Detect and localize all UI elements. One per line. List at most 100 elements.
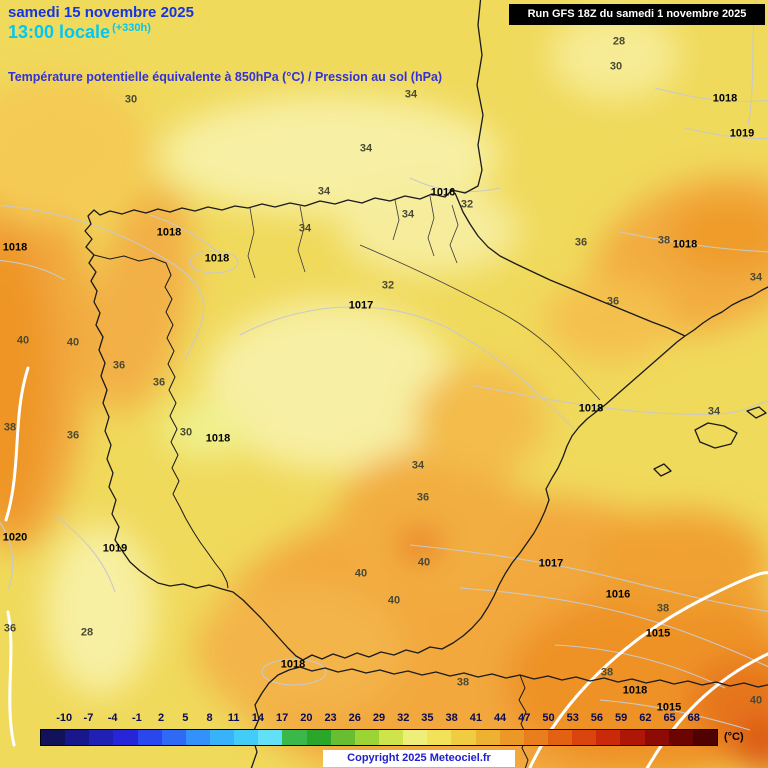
pressure-label: 1016 — [605, 588, 631, 601]
pressure-label: 1020 — [2, 531, 28, 544]
portugal-border — [93, 254, 229, 589]
temperature-label: 34 — [401, 208, 415, 221]
scale-tick: 53 — [566, 712, 579, 724]
pressure-label: 1018 — [712, 92, 738, 105]
africa-coast — [250, 666, 768, 768]
scale-segment — [234, 730, 259, 745]
pressure-label: 1018 — [205, 432, 231, 445]
scale-tick: 38 — [445, 712, 458, 724]
scale-segment — [644, 730, 669, 745]
scale-tick: 29 — [372, 712, 386, 724]
pressure-label: 1018 — [578, 402, 604, 415]
pressure-label: 1018 — [204, 252, 230, 265]
temperature-label: 34 — [298, 222, 312, 235]
temperature-label: 36 — [66, 429, 80, 442]
isobar-lines — [0, 0, 768, 731]
scale-tick: 44 — [493, 712, 507, 724]
scale-tick: 35 — [421, 712, 434, 724]
scale-segment — [41, 730, 66, 745]
scale-segment — [475, 730, 500, 745]
pressure-label: 1018 — [280, 658, 306, 671]
temperature-label: 38 — [657, 234, 671, 247]
white-isolines — [4, 366, 768, 768]
temperature-label: 30 — [609, 60, 623, 73]
pressure-label: 1018 — [156, 226, 182, 239]
scale-segment — [185, 730, 210, 745]
scale-segment — [523, 730, 548, 745]
pressure-label: 1018 — [622, 684, 648, 697]
scale-unit-label: (°C) — [724, 731, 744, 743]
pyrenees-border — [454, 192, 686, 337]
color-scale-bar — [40, 729, 718, 746]
temperature-label: 34 — [707, 405, 721, 418]
time-text: 13:00 locale (+330h) — [8, 22, 151, 43]
temperature-label: 40 — [354, 567, 368, 580]
temperature-field — [0, 10, 768, 768]
regional-borders — [247, 195, 601, 401]
scale-segment — [499, 730, 524, 745]
temperature-label: 36 — [152, 376, 166, 389]
pressure-label: 1018 — [672, 238, 698, 251]
scale-tick-row: -10 -7 -4 -1 2 5 8 11 14 17 20 23 26 29 32 35 38 41 44 47 50… — [0, 711, 768, 725]
temperature-label: 38 — [3, 421, 17, 434]
temperature-label: 36 — [112, 359, 126, 372]
temperature-label: 36 — [416, 491, 430, 504]
scale-tick: 23 — [324, 712, 337, 724]
map-title: Température potentielle équivalente à 85… — [8, 70, 443, 84]
africa-border — [518, 674, 529, 768]
temperature-label: 40 — [387, 594, 401, 607]
scale-tick: 62 — [639, 712, 652, 724]
pressure-label: 1019 — [102, 542, 128, 555]
forecast-offset-text: (+330h) — [112, 22, 151, 34]
temperature-label: 38 — [600, 666, 614, 679]
scale-tick: 14 — [251, 712, 265, 724]
menorca — [746, 406, 767, 419]
scale-segment — [451, 730, 476, 745]
scale-tick: -7 — [83, 712, 94, 724]
scale-segment — [547, 730, 573, 745]
temperature-label: 34 — [317, 185, 331, 198]
scale-tick: 2 — [158, 712, 165, 724]
temperature-label: 28 — [612, 35, 626, 48]
scale-segment — [620, 730, 645, 745]
scale-segment — [427, 730, 452, 745]
date-text: samedi 15 novembre 2025 — [8, 4, 194, 21]
scale-tick: -4 — [107, 712, 118, 724]
pressure-label: 1017 — [348, 299, 374, 312]
scale-tick: 26 — [348, 712, 361, 724]
temperature-label: 34 — [749, 271, 763, 284]
scale-segment — [572, 730, 597, 745]
temperature-label: 40 — [66, 336, 80, 349]
scale-tick: 20 — [300, 712, 313, 724]
scale-tick: 56 — [590, 712, 604, 724]
pressure-label: 1015 — [656, 701, 682, 714]
temperature-label: 38 — [656, 602, 670, 615]
scale-segment — [137, 730, 162, 745]
temperature-label: 30 — [179, 426, 193, 439]
scale-tick: 68 — [687, 712, 700, 724]
scale-tick: 5 — [182, 712, 189, 724]
temperature-label: 34 — [411, 459, 425, 472]
scale-tick: 11 — [227, 712, 240, 724]
temperature-label: 34 — [404, 88, 418, 101]
pressure-label: 1019 — [729, 127, 755, 140]
scale-tick: 32 — [397, 712, 410, 724]
scale-segment — [330, 730, 355, 745]
temperature-label: 34 — [359, 142, 373, 155]
scale-tick: -10 — [56, 712, 73, 724]
temperature-label: 36 — [3, 622, 17, 635]
temperature-label: 40 — [417, 556, 431, 569]
temperature-label: 36 — [606, 295, 620, 308]
temperature-label: 40 — [16, 334, 30, 347]
coastline — [84, 0, 768, 768]
temperature-label: 38 — [456, 676, 470, 689]
pressure-label: 1015 — [645, 627, 671, 640]
temperature-label: 32 — [460, 198, 474, 211]
scale-segment — [354, 730, 379, 745]
scale-segment — [668, 730, 693, 745]
pressure-label: 1018 — [2, 241, 28, 254]
scale-segment — [596, 730, 621, 745]
scale-segment — [282, 730, 307, 745]
scale-tick: 8 — [206, 712, 213, 724]
